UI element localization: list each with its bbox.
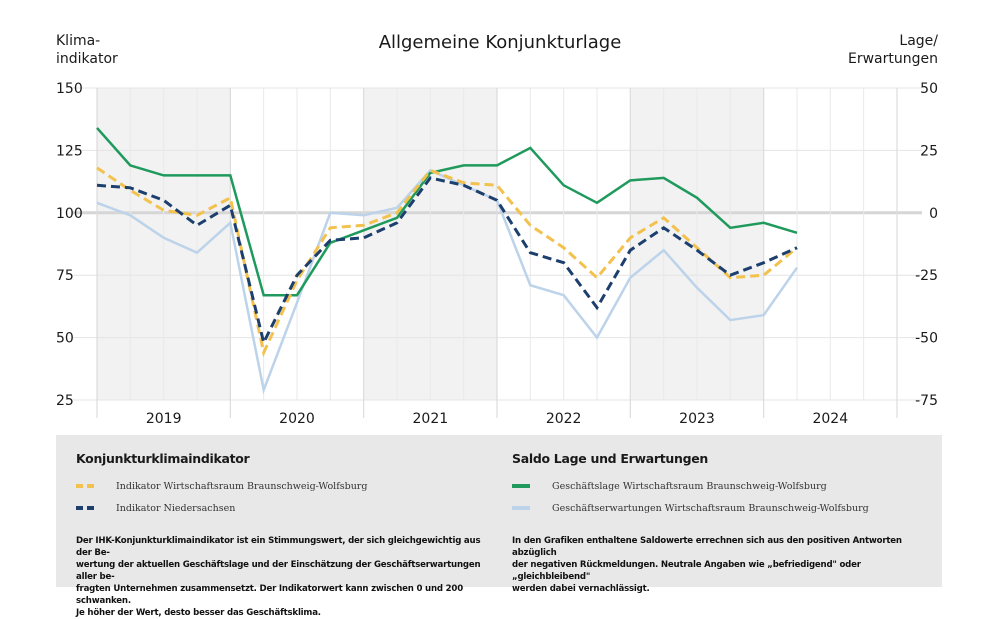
year-label: 2020 xyxy=(279,411,315,427)
legend-label: Indikator Wirtschaftsraum Braunschweig-W… xyxy=(116,480,368,492)
year-label: 2023 xyxy=(679,411,715,427)
year-label: 2021 xyxy=(413,411,449,427)
series-lines xyxy=(96,127,799,395)
right-tick-label: -75 xyxy=(915,393,938,409)
left-tick-label: 150 xyxy=(56,81,83,97)
left-tick-label: 75 xyxy=(56,268,74,284)
right-tick-label: 25 xyxy=(920,143,938,159)
right-tick-label: -25 xyxy=(915,268,938,284)
right-tick-label: 50 xyxy=(920,81,938,97)
left-tick-label: 125 xyxy=(56,143,83,159)
left-tick-label: 50 xyxy=(56,331,74,347)
right-tick-label: 0 xyxy=(929,206,938,222)
right-tick-label: -50 xyxy=(915,331,938,347)
legend-label: Indikator Niedersachsen xyxy=(116,502,236,514)
series-line-indikator-wirtschaftsraum-braunschweig-wolfsburg xyxy=(96,166,798,358)
legend-klimaindikator: Konjunkturklimaindikator Indikator Wirts… xyxy=(76,451,496,619)
solid-line-swatch-icon xyxy=(512,484,530,488)
legend-note: Der IHK-Konjunkturklimaindikator ist ein… xyxy=(76,536,481,618)
legend-label: Geschäftslage Wirtschaftsraum Braunschwe… xyxy=(552,480,827,492)
legend-item-geschaeftserwartungen: Geschäftserwartungen Wirtschaftsraum Bra… xyxy=(512,497,932,519)
right-axis-title-line: Lage/ xyxy=(899,33,938,49)
left-tick-label: 25 xyxy=(56,393,74,409)
legend-note: In den Grafiken enthaltene Saldowerte er… xyxy=(512,536,902,594)
legend-item-niedersachsen-indicator: Indikator Niedersachsen xyxy=(76,497,496,519)
series-line-gesch-ftslage-wirtschaftsraum-braunschweig-wolfsburg xyxy=(96,127,798,297)
chart-title: Allgemeine Konjunkturlage xyxy=(378,32,622,53)
left-axis-title: Klima- indikator xyxy=(56,32,118,68)
year-labels: 2019 2020 2021 2022 2023 2024 xyxy=(146,411,848,427)
left-tick-label: 100 xyxy=(56,206,83,222)
legend-heading: Konjunkturklimaindikator xyxy=(76,451,250,466)
year-label: 2019 xyxy=(146,411,182,427)
left-axis-title-line: Klima- xyxy=(56,33,101,49)
solid-line-swatch-icon xyxy=(512,506,530,510)
left-axis-title-line: indikator xyxy=(56,51,118,67)
legend-saldo: Saldo Lage und Erwartungen Geschäftslage… xyxy=(512,451,932,595)
year-label: 2022 xyxy=(546,411,582,427)
axis-ticks: 150 125 100 75 50 25 50 25 0 -25 -50 -75 xyxy=(56,81,938,409)
right-axis-title: Lage/ Erwartungen xyxy=(848,32,938,68)
grid xyxy=(72,87,922,418)
legend-heading: Saldo Lage und Erwartungen xyxy=(512,451,709,466)
legend-panel: Konjunkturklimaindikator Indikator Wirts… xyxy=(56,435,942,618)
series-line-indikator-niedersachsen xyxy=(96,176,798,347)
dashed-line-swatch-icon xyxy=(76,484,94,488)
legend-label: Geschäftserwartungen Wirtschaftsraum Bra… xyxy=(552,502,869,514)
legend-item-bs-wob-indicator: Indikator Wirtschaftsraum Braunschweig-W… xyxy=(76,475,496,497)
legend-item-geschaeftslage: Geschäftslage Wirtschaftsraum Braunschwe… xyxy=(512,475,932,497)
dashed-line-swatch-icon xyxy=(76,506,94,510)
right-axis-title-line: Erwartungen xyxy=(848,51,938,67)
year-label: 2024 xyxy=(812,411,848,427)
